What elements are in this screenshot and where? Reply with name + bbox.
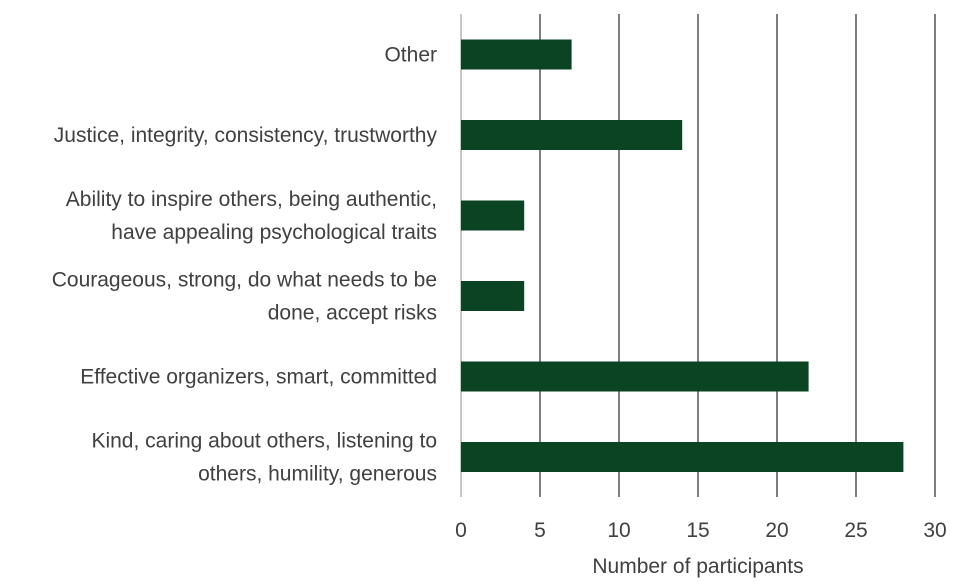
category-labels: Other Justice, integrity, consistency, tr…: [52, 44, 438, 486]
category-label: Courageous, strong, do what needs to be: [52, 269, 437, 292]
x-tick-label: 10: [607, 519, 630, 542]
category-label: Effective organizers, smart, committed: [80, 366, 437, 389]
bar: [461, 39, 572, 70]
x-tick-label: 25: [844, 519, 867, 542]
category-label: Other: [384, 44, 437, 67]
bar: [461, 120, 683, 150]
x-tick-label: 15: [686, 519, 709, 542]
x-axis-title: Number of participants: [592, 555, 803, 578]
bar: [461, 361, 809, 392]
category-label: done, accept risks: [268, 302, 437, 325]
category-label: others, humility, generous: [198, 463, 437, 486]
x-tick-labels: 0 5 10 15 20 25 30: [455, 519, 947, 542]
x-tick-label: 30: [923, 519, 946, 542]
x-tick-label: 20: [765, 519, 788, 542]
category-label: Ability to inspire others, being authent…: [66, 188, 437, 211]
bar: [461, 281, 525, 311]
gridlines: [460, 14, 936, 497]
category-label: Justice, integrity, consistency, trustwo…: [54, 124, 438, 147]
bars: [461, 39, 904, 472]
category-label: have appealing psychological traits: [111, 221, 437, 244]
bar: [461, 200, 525, 231]
bar: [461, 442, 904, 472]
x-tick-label: 5: [534, 519, 546, 542]
category-label: Kind, caring about others, listening to: [91, 430, 437, 453]
x-tick-label: 0: [455, 519, 467, 542]
